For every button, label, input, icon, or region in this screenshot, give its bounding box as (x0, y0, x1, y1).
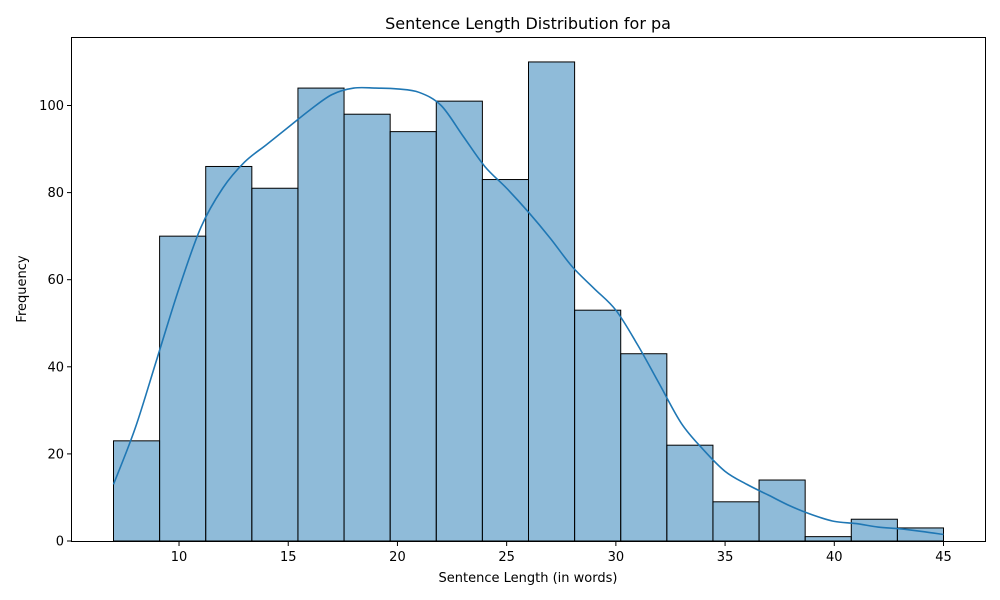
x-tick-label: 25 (498, 550, 515, 565)
y-tick-label: 20 (47, 447, 64, 462)
histogram-bar (343, 113, 391, 542)
y-axis-label: Frequency (15, 255, 30, 322)
histogram-bar (159, 235, 207, 542)
histogram-bar (251, 187, 299, 542)
histogram-bars (113, 61, 945, 542)
x-tick-label: 20 (389, 550, 406, 565)
histogram-bar (113, 440, 161, 542)
histogram-bar (850, 518, 898, 542)
x-tick-label: 10 (171, 550, 188, 565)
y-tick-label: 80 (47, 186, 64, 201)
x-tick-label: 40 (826, 550, 843, 565)
y-tick-label: 60 (47, 273, 64, 288)
histogram-bar (620, 353, 668, 542)
histogram-bar (758, 479, 806, 542)
kde-curve (112, 86, 944, 536)
plot-frame (71, 37, 986, 542)
y-tick-label: 100 (39, 99, 64, 114)
histogram-bar (481, 179, 529, 542)
histogram-bar (435, 100, 483, 542)
histogram-bar (297, 87, 345, 542)
histogram-bar (804, 536, 852, 542)
x-axis-ticks: 10 15 20 25 30 35 40 45 (171, 541, 952, 565)
y-tick-label: 0 (56, 535, 64, 550)
histogram-bar (389, 131, 437, 542)
chart-title: Sentence Length Distribution for pa (385, 14, 671, 33)
histogram-bar (205, 165, 253, 542)
histogram-bar (528, 61, 576, 542)
histogram-bar (666, 444, 714, 542)
histogram-bar (712, 501, 760, 542)
x-tick-label: 30 (608, 550, 625, 565)
y-axis-ticks: 0 20 40 60 80 100 (39, 99, 72, 550)
x-tick-label: 35 (717, 550, 734, 565)
histogram-bar (574, 309, 622, 542)
x-axis-label: Sentence Length (in words) (439, 571, 618, 586)
x-tick-label: 15 (280, 550, 297, 565)
x-tick-label: 45 (935, 550, 952, 565)
y-tick-label: 40 (47, 360, 64, 375)
